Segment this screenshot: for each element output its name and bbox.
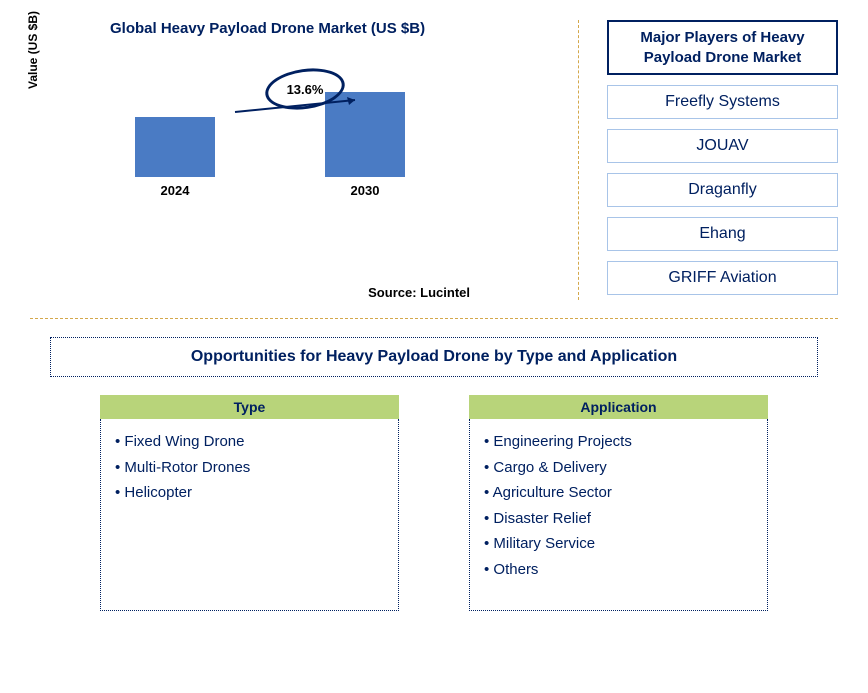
source-text: Source: Lucintel	[368, 285, 470, 300]
x-axis-label: 2024	[135, 183, 215, 198]
bar	[135, 117, 215, 177]
vertical-divider	[578, 20, 579, 300]
y-axis-label: Value (US $B)	[26, 10, 40, 88]
opportunity-column: ApplicationEngineering ProjectsCargo & D…	[469, 395, 768, 611]
x-labels: 2024 2030	[95, 183, 475, 198]
opportunity-item: Multi-Rotor Drones	[115, 455, 384, 481]
chart-area: Value (US $B) 13.6% 20242030	[95, 67, 475, 212]
opportunity-header: Type	[100, 395, 399, 419]
player-item: Ehang	[607, 217, 838, 251]
opportunity-item: Engineering Projects	[484, 429, 753, 455]
player-item: JOUAV	[607, 129, 838, 163]
opportunity-list: Fixed Wing DroneMulti-Rotor DronesHelico…	[100, 419, 399, 611]
opportunity-header: Application	[469, 395, 768, 419]
chart-title: Global Heavy Payload Drone Market (US $B…	[110, 20, 550, 37]
opportunity-item: Helicopter	[115, 480, 384, 506]
top-section: Global Heavy Payload Drone Market (US $B…	[30, 20, 838, 300]
opportunity-column: TypeFixed Wing DroneMulti-Rotor DronesHe…	[100, 395, 399, 611]
opportunity-item: Cargo & Delivery	[484, 455, 753, 481]
x-axis-label: 2030	[325, 183, 405, 198]
players-list: Freefly Systems JOUAV Draganfly Ehang GRIFF …	[607, 85, 838, 295]
opportunity-item: Agriculture Sector	[484, 480, 753, 506]
chart-panel: Global Heavy Payload Drone Market (US $B…	[30, 20, 550, 300]
horizontal-divider	[30, 318, 838, 319]
opportunity-list: Engineering ProjectsCargo & DeliveryAgri…	[469, 419, 768, 611]
opportunities-section: Opportunities for Heavy Payload Drone by…	[30, 337, 838, 611]
opportunity-item: Others	[484, 557, 753, 583]
growth-rate-badge: 13.6%	[265, 69, 345, 109]
opportunity-item: Military Service	[484, 531, 753, 557]
opportunities-title: Opportunities for Heavy Payload Drone by…	[50, 337, 818, 377]
players-panel: Major Players of Heavy Payload Drone Mar…	[607, 20, 838, 300]
opportunities-columns: TypeFixed Wing DroneMulti-Rotor DronesHe…	[30, 395, 838, 611]
player-item: Draganfly	[607, 173, 838, 207]
opportunity-item: Disaster Relief	[484, 506, 753, 532]
opportunity-item: Fixed Wing Drone	[115, 429, 384, 455]
players-title: Major Players of Heavy Payload Drone Mar…	[607, 20, 838, 75]
player-item: GRIFF Aviation	[607, 261, 838, 295]
player-item: Freefly Systems	[607, 85, 838, 119]
growth-rate-text: 13.6%	[287, 82, 324, 97]
